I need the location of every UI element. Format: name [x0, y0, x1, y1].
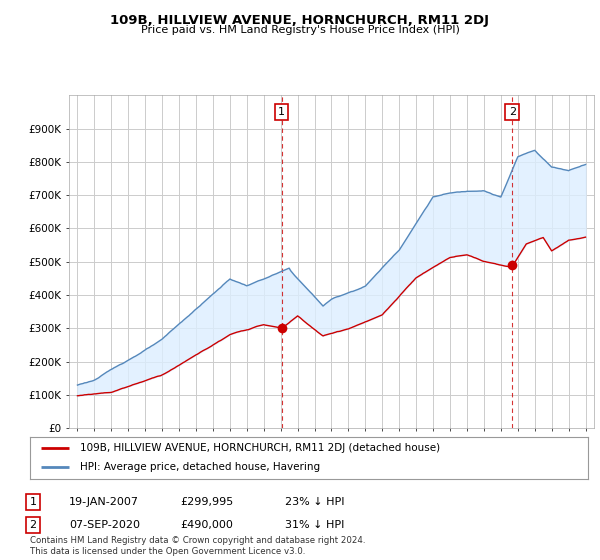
Text: 109B, HILLVIEW AVENUE, HORNCHURCH, RM11 2DJ: 109B, HILLVIEW AVENUE, HORNCHURCH, RM11 …: [110, 14, 490, 27]
Text: £490,000: £490,000: [180, 520, 233, 530]
Text: 2: 2: [509, 107, 516, 117]
Text: Contains HM Land Registry data © Crown copyright and database right 2024.
This d: Contains HM Land Registry data © Crown c…: [30, 536, 365, 556]
Text: Price paid vs. HM Land Registry's House Price Index (HPI): Price paid vs. HM Land Registry's House …: [140, 25, 460, 35]
Text: 19-JAN-2007: 19-JAN-2007: [69, 497, 139, 507]
Text: 2: 2: [29, 520, 37, 530]
Text: 109B, HILLVIEW AVENUE, HORNCHURCH, RM11 2DJ (detached house): 109B, HILLVIEW AVENUE, HORNCHURCH, RM11 …: [80, 443, 440, 453]
Text: 23% ↓ HPI: 23% ↓ HPI: [285, 497, 344, 507]
Text: 1: 1: [29, 497, 37, 507]
Text: 1: 1: [278, 107, 285, 117]
Text: £299,995: £299,995: [180, 497, 233, 507]
Text: 31% ↓ HPI: 31% ↓ HPI: [285, 520, 344, 530]
Text: 07-SEP-2020: 07-SEP-2020: [69, 520, 140, 530]
Text: HPI: Average price, detached house, Havering: HPI: Average price, detached house, Have…: [80, 463, 320, 473]
